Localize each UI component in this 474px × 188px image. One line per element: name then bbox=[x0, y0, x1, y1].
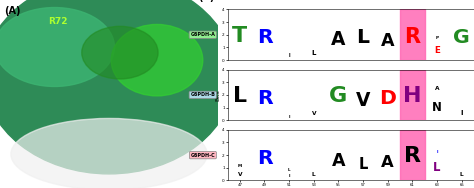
Ellipse shape bbox=[0, 0, 234, 174]
Text: R: R bbox=[404, 27, 420, 47]
Text: G6PDH-A: G6PDH-A bbox=[191, 32, 215, 37]
Text: R: R bbox=[257, 149, 272, 168]
Text: I: I bbox=[288, 174, 290, 178]
Text: I: I bbox=[288, 53, 290, 58]
Bar bbox=[400, 70, 425, 120]
Text: I: I bbox=[460, 110, 463, 116]
Ellipse shape bbox=[111, 24, 203, 96]
Bar bbox=[400, 130, 425, 180]
Text: M: M bbox=[238, 164, 242, 168]
Text: L: L bbox=[356, 28, 370, 47]
Text: I: I bbox=[288, 115, 290, 119]
Text: L: L bbox=[460, 172, 464, 177]
Text: (A): (A) bbox=[4, 6, 21, 16]
Text: L: L bbox=[311, 50, 316, 55]
Text: V: V bbox=[356, 90, 370, 110]
Text: A: A bbox=[435, 86, 439, 91]
Text: A: A bbox=[382, 155, 394, 170]
Text: V: V bbox=[237, 172, 242, 177]
Text: G: G bbox=[329, 86, 347, 106]
Text: P: P bbox=[436, 36, 438, 40]
Ellipse shape bbox=[82, 26, 158, 79]
Text: L: L bbox=[233, 86, 247, 106]
Text: G: G bbox=[453, 28, 470, 47]
Text: G6PDH-C: G6PDH-C bbox=[191, 153, 215, 158]
Text: H: H bbox=[403, 86, 422, 106]
Text: E: E bbox=[434, 46, 440, 55]
Text: V: V bbox=[311, 111, 316, 117]
Text: L: L bbox=[433, 161, 441, 174]
Text: G6PDH-B: G6PDH-B bbox=[191, 92, 215, 97]
Text: L: L bbox=[288, 168, 291, 172]
Text: T: T bbox=[232, 26, 247, 46]
Text: N: N bbox=[432, 101, 442, 114]
Text: (B): (B) bbox=[198, 0, 214, 2]
Text: R: R bbox=[404, 146, 421, 166]
Text: L: L bbox=[312, 172, 316, 177]
Text: R72: R72 bbox=[48, 17, 67, 27]
Bar bbox=[400, 9, 425, 60]
Text: A: A bbox=[332, 152, 345, 171]
Y-axis label: Bits: Bits bbox=[215, 89, 220, 101]
Text: A: A bbox=[331, 30, 346, 49]
Text: D: D bbox=[379, 89, 396, 108]
Ellipse shape bbox=[0, 8, 115, 86]
Text: R: R bbox=[257, 89, 272, 108]
Text: A: A bbox=[381, 32, 394, 50]
Text: L: L bbox=[358, 157, 368, 172]
Ellipse shape bbox=[11, 118, 207, 188]
Text: I: I bbox=[436, 150, 438, 154]
Text: R: R bbox=[257, 28, 272, 47]
